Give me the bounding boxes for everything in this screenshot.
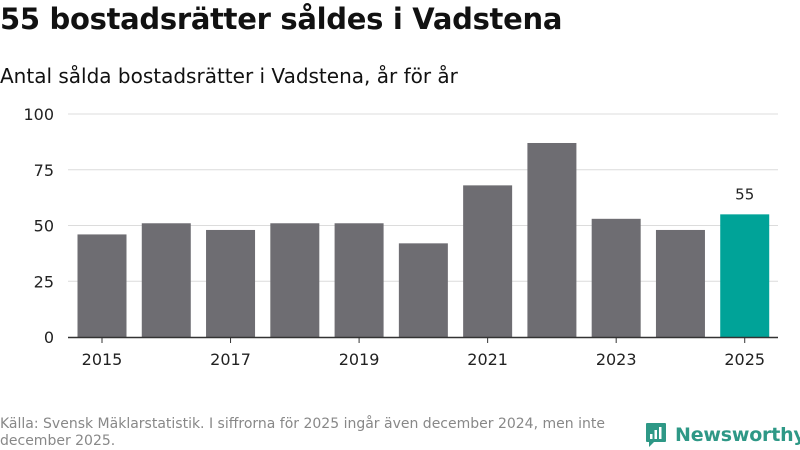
y-tick-label: 0 [44, 328, 54, 347]
newsworthy-logo: Newsworthy [645, 420, 800, 450]
y-tick-label: 25 [34, 272, 54, 291]
bar-2025 [720, 214, 770, 337]
bar-chart: 55 0 25 50 75 100 2015 2017 2019 2021 2023 2025 [23, 105, 778, 369]
x-tick-label: 2015 [82, 350, 123, 369]
y-tick-label: 100 [23, 105, 54, 124]
source-note: Källa: Svensk Mäklarstatistik. I siffror… [0, 416, 605, 449]
bar-2024 [655, 229, 705, 337]
chart-subtitle: Antal sålda bostadsrätter i Vadstena, år… [0, 64, 458, 88]
bar-2017 [206, 229, 256, 337]
x-tick-label: 2023 [596, 350, 637, 369]
axes: 0 25 50 75 100 2015 2017 2019 2021 2023 2025 [23, 105, 778, 369]
x-tick-label: 2025 [724, 350, 765, 369]
chart-title: 55 bostadsrätter såldes i Vadstena [0, 2, 563, 36]
y-tick-label: 75 [34, 161, 54, 180]
bar-2015 [77, 234, 127, 337]
data-labels: 55 [735, 185, 754, 203]
bars [77, 142, 770, 337]
bar-2016 [141, 223, 191, 337]
bar-2018 [270, 223, 320, 337]
y-tick-label: 50 [34, 217, 54, 236]
x-tick-label: 2019 [339, 350, 380, 369]
bar-2019 [334, 223, 384, 337]
bar-2022 [527, 142, 577, 337]
x-tick-label: 2021 [467, 350, 508, 369]
bar-2020 [398, 243, 448, 337]
bar-2023 [591, 218, 641, 337]
brand-name: Newsworthy [675, 424, 800, 446]
x-tick-label: 2017 [210, 350, 251, 369]
data-label: 55 [735, 185, 754, 203]
chart-bubble-icon [646, 423, 666, 447]
bar-2021 [463, 185, 513, 337]
